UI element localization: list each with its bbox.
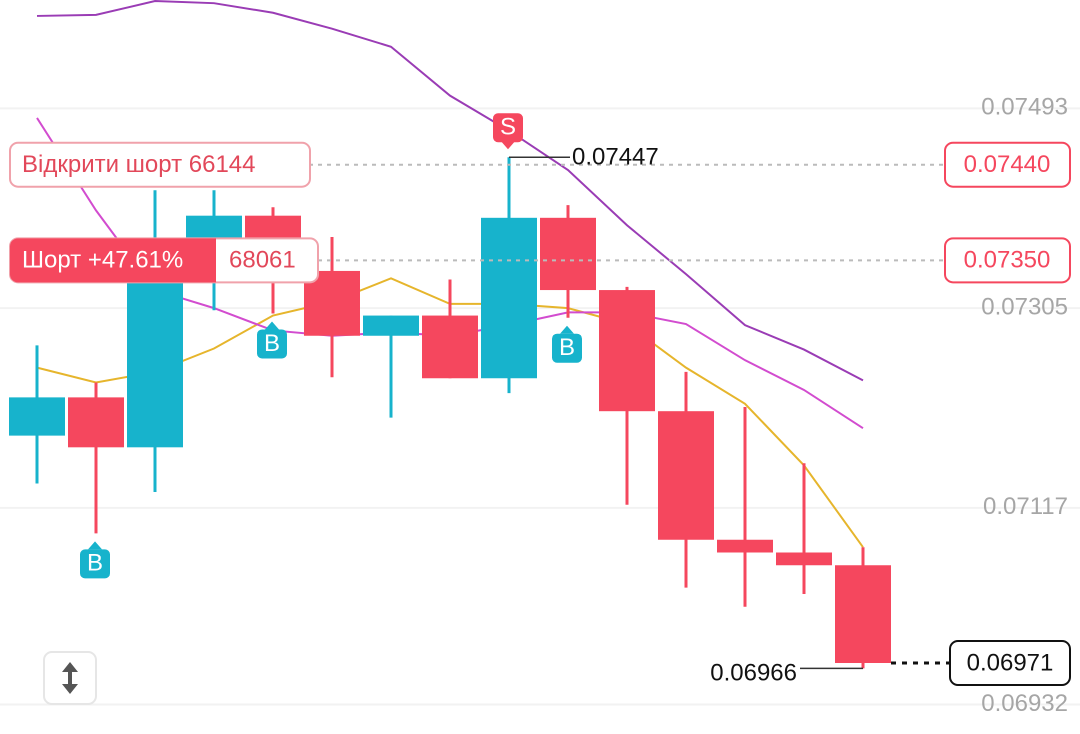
signal-pointer	[265, 321, 279, 330]
signal-box	[493, 113, 523, 143]
indicator-line	[36, 0, 864, 382]
candle-body	[658, 411, 714, 540]
signal-label: B	[87, 550, 103, 577]
signal-pointer	[501, 141, 515, 150]
candles	[9, 157, 891, 669]
y-tick-label: 0.07493	[981, 94, 1068, 121]
candle-body	[422, 315, 478, 379]
signal-box	[80, 549, 110, 579]
candle-body	[599, 290, 655, 412]
order-label: Відкрити шорт 66144	[22, 151, 255, 178]
candle-body	[127, 276, 183, 448]
price-tag: 0.07440	[964, 151, 1051, 178]
y-tick-label: 0.06932	[981, 690, 1068, 717]
scroll-button[interactable]	[43, 651, 97, 705]
position-amount: 68061	[229, 247, 296, 274]
candle-body	[9, 397, 65, 436]
signal-pointer	[88, 541, 102, 550]
signal-marker: B	[552, 325, 582, 363]
y-tick-label: 0.07117	[983, 493, 1068, 520]
grid: 0.07493 0.07305 0.07117 0.06932	[0, 94, 1080, 717]
candle-body	[776, 552, 832, 566]
signal-label: S	[500, 114, 516, 141]
signal-marker: B	[257, 321, 287, 359]
price-tag: 0.07350	[964, 247, 1051, 274]
signal-label: B	[264, 330, 280, 357]
overlays: 0.07440 Відкрити шорт 66144 0.07350 Шорт +4…	[9, 113, 1071, 687]
order-label-box[interactable]	[9, 141, 311, 188]
candle-body	[835, 565, 891, 663]
signal-box	[552, 333, 582, 363]
high-label: 0.07447	[572, 144, 659, 171]
current-price: 0.06971	[967, 649, 1054, 676]
candle-body	[481, 217, 537, 379]
signal-box	[257, 329, 287, 359]
candle-body	[363, 315, 419, 336]
position-label-bg	[10, 238, 216, 283]
candle-body	[68, 397, 124, 448]
price-tag-box	[944, 141, 1071, 188]
price-tag-box	[944, 237, 1071, 284]
signal-pointer	[560, 325, 574, 334]
candle-body	[717, 539, 773, 553]
signal-label: B	[559, 334, 575, 361]
signal-marker: B	[80, 541, 110, 579]
signal-marker: S	[493, 113, 523, 150]
low-label: 0.06966	[710, 660, 797, 687]
current-price-box	[949, 640, 1071, 686]
arrows-icon	[62, 662, 78, 694]
y-tick-label: 0.07305	[981, 293, 1068, 320]
position-label: Шорт +47.61%	[22, 247, 183, 274]
candle-body	[540, 217, 596, 291]
